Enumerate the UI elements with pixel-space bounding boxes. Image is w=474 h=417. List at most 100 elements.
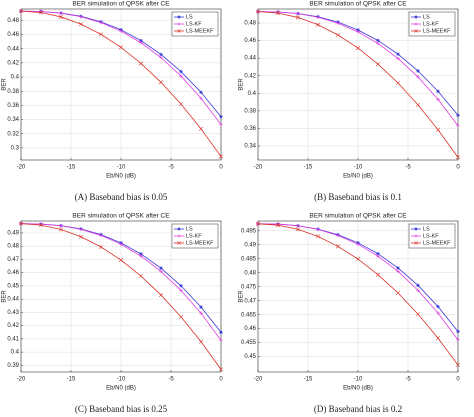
chart-panel: 0.45 0.455 0.46 0.465 0.47 0.475 0.48 0.485 0.49…: [239, 213, 461, 414]
data-point: [198, 126, 204, 131]
x-tick-label: 0: [456, 165, 460, 171]
data-point: [18, 221, 24, 226]
y-tick-label: 0.44: [7, 46, 19, 52]
data-point: [79, 14, 83, 19]
data-point: [355, 257, 361, 262]
data-point: [118, 45, 124, 50]
data-point: [179, 74, 183, 78]
y-tick-label: 0.4: [248, 91, 257, 97]
legend-marker: [177, 234, 181, 238]
legend-label: LS: [423, 226, 430, 232]
data-point: [335, 32, 341, 37]
legend-label: LS-KF: [186, 233, 202, 239]
data-point: [456, 113, 460, 118]
data-point: [275, 11, 281, 16]
y-axis-label: BER: [239, 78, 245, 91]
plot-frame: [257, 8, 459, 161]
data-point: [315, 22, 321, 27]
legend-label: LS-KF: [423, 233, 439, 239]
chart-title: BER simulation of QPSK after CE: [309, 1, 407, 8]
data-point: [436, 97, 440, 102]
data-point: [219, 338, 223, 343]
data-point: [336, 21, 340, 26]
x-tick-label: -20: [17, 377, 26, 383]
y-tick-label: 0.46: [7, 270, 19, 276]
chart-panel: 0.39 0.4 0.41 0.42 0.43 0.44 0.45 0.46 0.47 0.48 0…: [2, 213, 224, 414]
plot-frame: [20, 8, 222, 161]
data-point: [158, 80, 164, 85]
data-point: [416, 288, 420, 293]
y-tick-label: 0.36: [244, 126, 256, 132]
data-point: [376, 254, 380, 259]
y-tick-label: 0.42: [7, 60, 19, 66]
data-point: [395, 290, 401, 295]
y-tick-label: 0.43: [7, 310, 19, 316]
y-tick-label: 0.46: [7, 32, 19, 38]
x-tick-label: -5: [405, 165, 411, 171]
data-point: [139, 254, 143, 258]
x-tick-label: -20: [17, 165, 26, 171]
data-point: [18, 9, 24, 14]
data-point: [119, 242, 123, 247]
data-point: [436, 304, 440, 309]
caption: (A) Baseband bias is 0.05: [75, 192, 168, 202]
data-point: [218, 154, 224, 159]
y-tick-label: 0.48: [7, 244, 19, 250]
legend-marker: [177, 29, 181, 33]
x-tick-label: -20: [254, 165, 263, 171]
y-tick-label: 0.32: [7, 131, 19, 137]
y-tick-label: 0.475: [241, 284, 257, 290]
caption: (B) Baseband bias is 0.1: [314, 192, 402, 202]
legend-label: LS-KF: [423, 21, 439, 27]
data-point: [199, 311, 203, 315]
x-tick-label: -5: [168, 165, 174, 171]
chart-panel: 0.34 0.36 0.38 0.4 0.42 0.44 0.46 0.48 -20 -15 -10…: [239, 1, 461, 202]
data-point: [139, 38, 143, 43]
x-tick-label: 0: [219, 165, 223, 171]
y-tick-label: 0.48: [244, 270, 256, 276]
data-point: [159, 269, 163, 274]
data-point: [178, 314, 184, 319]
x-axis-label: Eb/N0 (dB): [343, 174, 373, 180]
data-point: [138, 274, 144, 279]
legend-label: LS-MEEKF: [423, 28, 451, 34]
y-tick-label: 0.4: [11, 350, 20, 356]
y-tick-label: 0.4: [11, 75, 20, 81]
legend-label: LS: [423, 14, 430, 20]
data-point: [456, 123, 460, 128]
chart-title: BER simulation of QPSK after CE: [72, 1, 170, 8]
data-point: [139, 40, 143, 45]
data-point: [179, 288, 183, 293]
x-tick-label: -10: [117, 377, 126, 383]
chart-title: BER simulation of QPSK after CE: [72, 213, 170, 220]
x-tick-label: -15: [304, 165, 313, 171]
caption: (C) Baseband bias is 0.25: [75, 404, 168, 414]
data-point: [455, 362, 461, 368]
data-point: [219, 330, 223, 335]
data-point: [416, 75, 420, 79]
y-tick-label: 0.49: [244, 242, 256, 248]
y-axis-label: BER: [239, 290, 245, 303]
data-point: [99, 233, 103, 238]
data-point: [59, 223, 63, 228]
x-tick-label: -20: [254, 377, 263, 383]
y-tick-label: 0.49: [7, 230, 19, 236]
data-point: [179, 283, 183, 288]
data-point: [456, 329, 460, 334]
data-point: [416, 69, 420, 73]
data-point: [435, 336, 441, 341]
data-point: [199, 90, 203, 95]
legend-marker: [414, 234, 418, 238]
data-point: [395, 80, 401, 86]
data-point: [179, 69, 183, 74]
data-point: [316, 15, 320, 20]
x-axis-label: Eb/N0 (dB): [106, 174, 136, 180]
legend-label: LS-KF: [186, 21, 202, 27]
data-point: [118, 258, 124, 263]
x-tick-label: -10: [354, 165, 363, 171]
data-point: [79, 227, 83, 232]
data-point: [78, 234, 84, 239]
caption: (D) Baseband bias is 0.2: [314, 404, 402, 414]
data-point: [376, 41, 380, 46]
data-point: [375, 62, 381, 67]
